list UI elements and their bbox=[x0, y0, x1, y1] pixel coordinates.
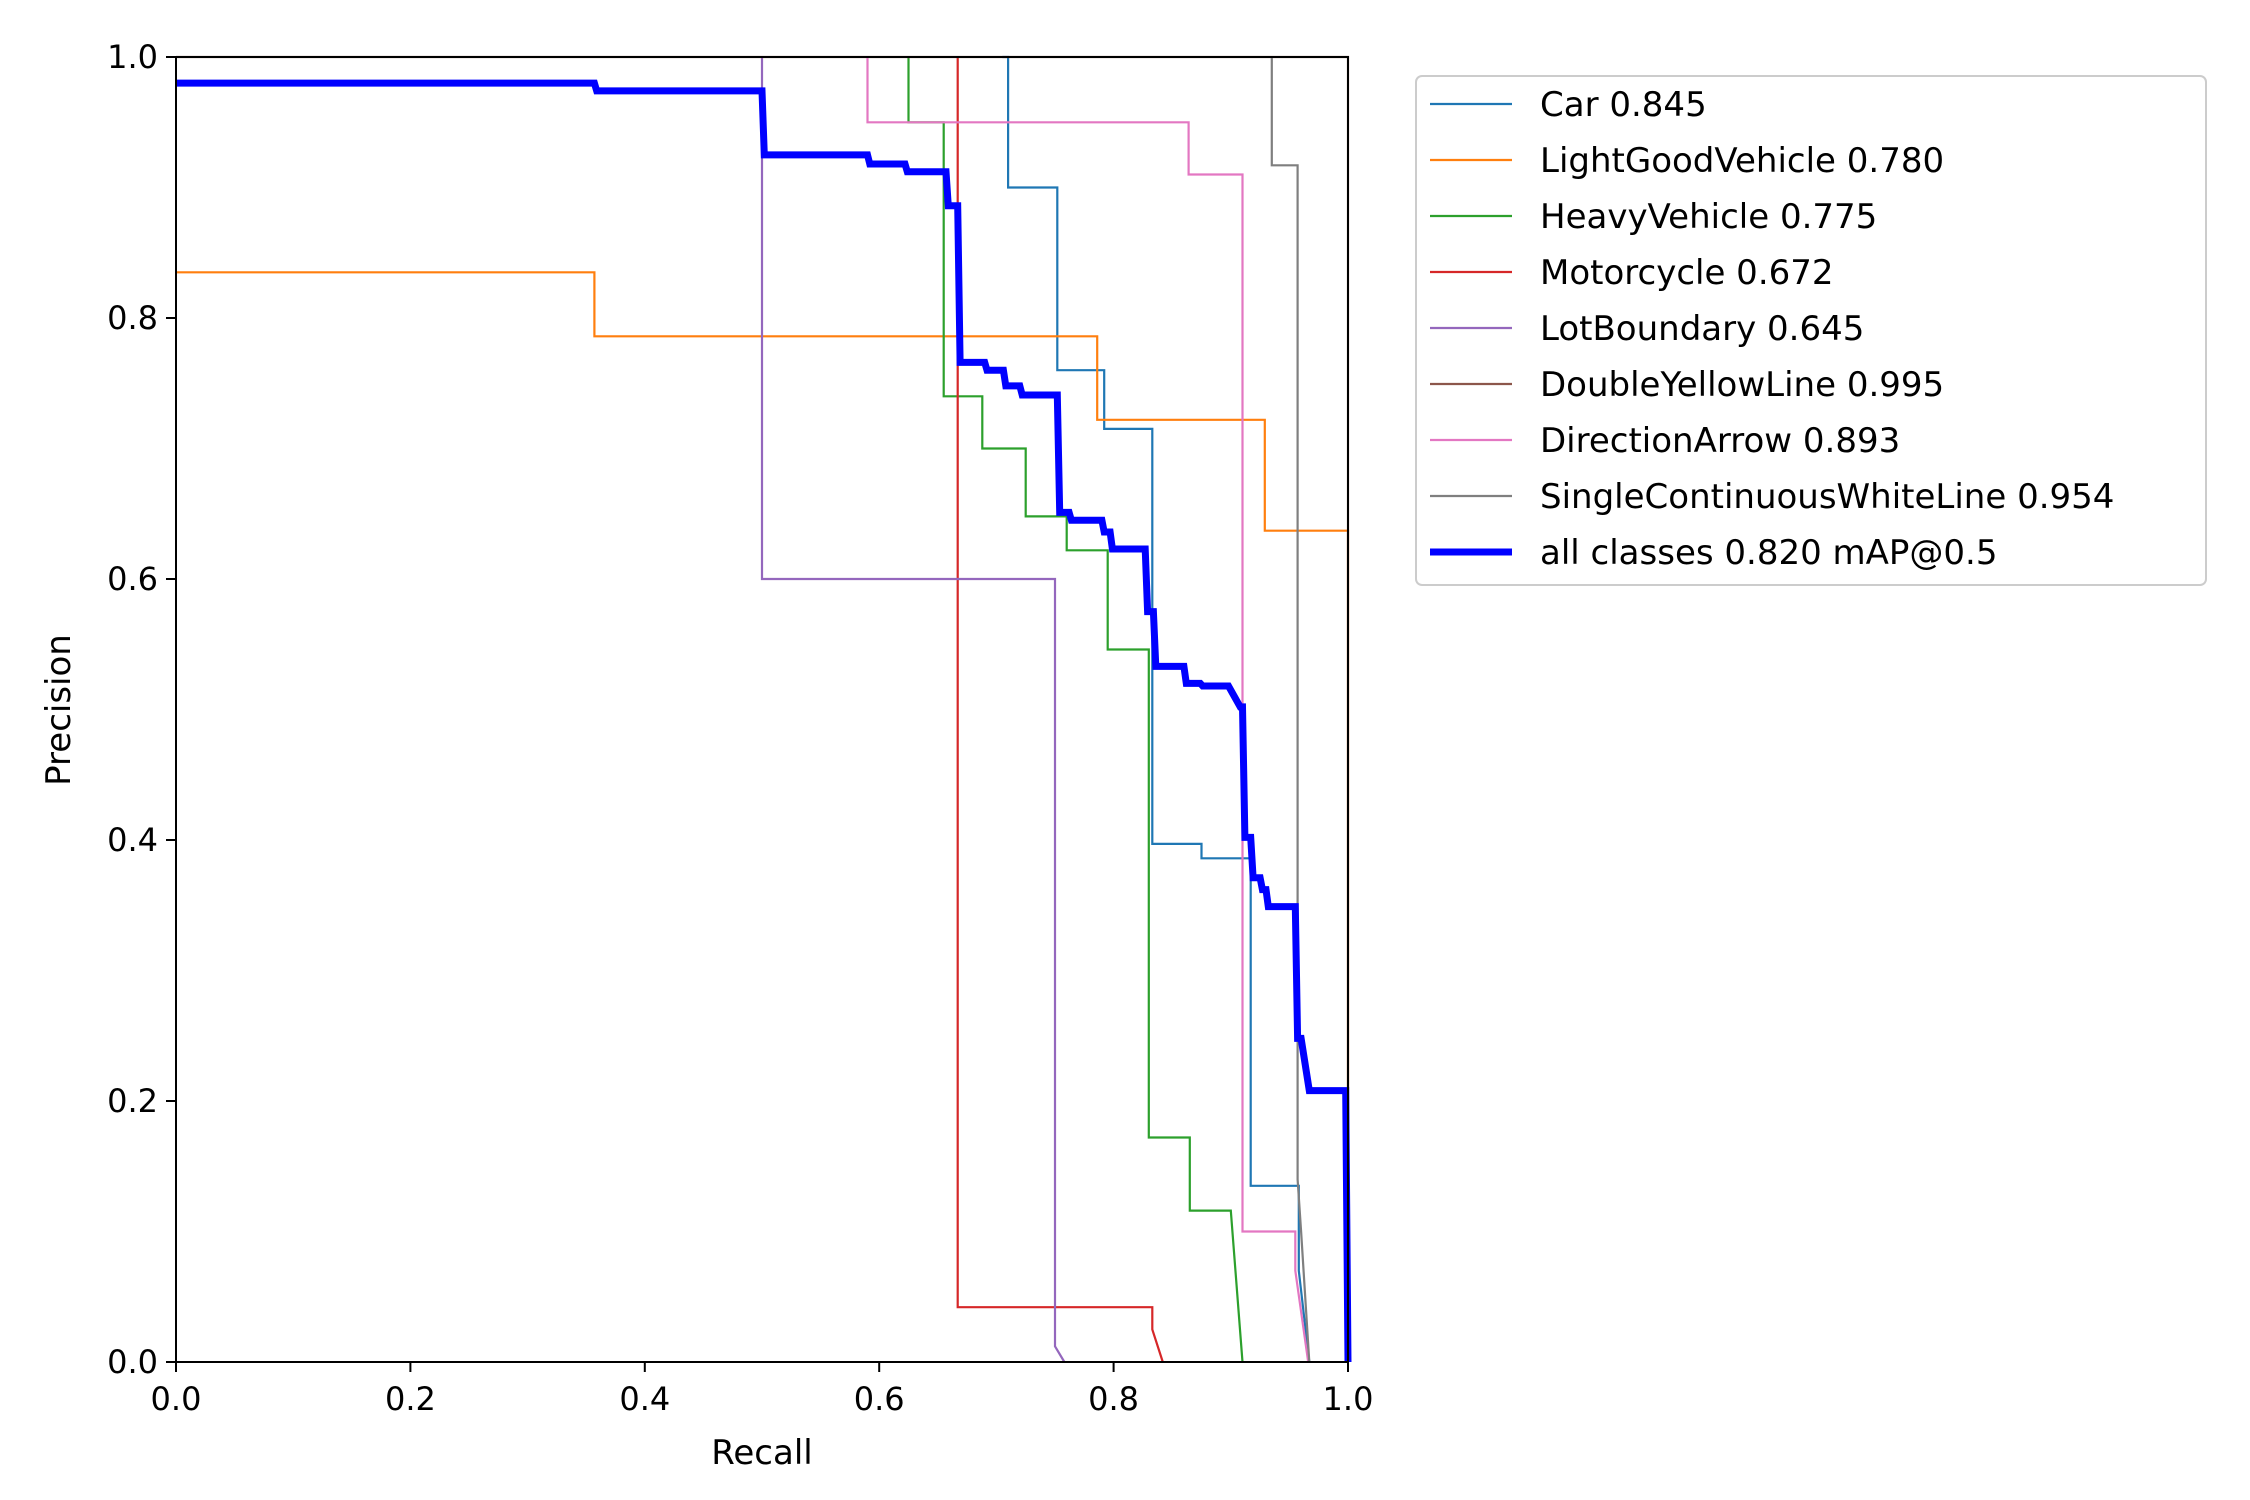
x-tick-label: 0.8 bbox=[1088, 1380, 1139, 1418]
y-axis-label: Precision bbox=[39, 634, 79, 786]
y-tick-label: 0.8 bbox=[107, 299, 158, 337]
legend-label: all classes 0.820 mAP@0.5 bbox=[1540, 533, 1997, 573]
x-axis-label: Recall bbox=[711, 1433, 812, 1473]
series-layer bbox=[176, 55, 1352, 1363]
y-tick-label: 0.4 bbox=[107, 821, 158, 859]
legend-label: Motorcycle 0.672 bbox=[1540, 253, 1834, 293]
plot-frame bbox=[175, 56, 1349, 1363]
y-tick-label: 0.0 bbox=[107, 1343, 158, 1381]
series-line-7 bbox=[1270, 57, 1311, 1363]
legend-label: HeavyVehicle 0.775 bbox=[1540, 197, 1877, 237]
legend-label: SingleContinuousWhiteLine 0.954 bbox=[1540, 477, 2114, 517]
series-line-0 bbox=[1002, 55, 1311, 1363]
legend-frame bbox=[1415, 75, 2207, 586]
series-line-6 bbox=[866, 57, 1310, 1363]
x-tick-label: 0.6 bbox=[854, 1380, 905, 1418]
y-tick-label: 0.6 bbox=[107, 560, 158, 598]
series-line-2 bbox=[907, 57, 1244, 1363]
legend-label: DirectionArrow 0.893 bbox=[1540, 421, 1900, 461]
series-line-1 bbox=[176, 271, 1350, 1362]
legend-label: LotBoundary 0.645 bbox=[1540, 309, 1864, 349]
y-tick-label: 1.0 bbox=[107, 38, 158, 76]
legend: Car 0.845 LightGoodVehicle 0.780 HeavyVehi… bbox=[1415, 75, 2207, 586]
legend-label: Car 0.845 bbox=[1540, 85, 1707, 125]
x-tick-label: 1.0 bbox=[1323, 1380, 1374, 1418]
x-tick-label: 0.4 bbox=[619, 1380, 670, 1418]
y-tick-label: 0.2 bbox=[107, 1082, 158, 1120]
x-tick-label: 0.0 bbox=[151, 1380, 202, 1418]
x-tick-label: 0.2 bbox=[385, 1380, 436, 1418]
legend-label: DoubleYellowLine 0.995 bbox=[1540, 365, 1944, 405]
series-line-3 bbox=[956, 57, 1164, 1363]
legend-label: LightGoodVehicle 0.780 bbox=[1540, 141, 1944, 181]
axes-layer: 0.0 0.2 0.4 0.6 0.8 1.0 0.0 0.2 0.4 0.6 0.8 1.0 bbox=[107, 38, 1373, 1418]
series-line-8 bbox=[176, 79, 1352, 1363]
series-line-4 bbox=[760, 57, 1066, 1363]
